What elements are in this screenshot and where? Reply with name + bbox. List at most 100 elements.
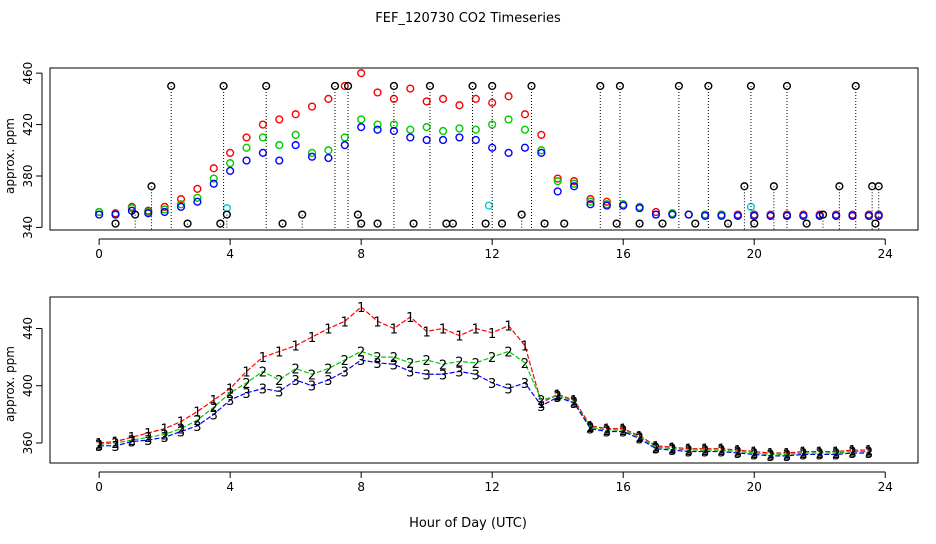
- series-2-point: [340, 133, 349, 142]
- series-2-point: [471, 125, 480, 134]
- series-2-marker: 2: [357, 345, 365, 360]
- series-2-marker: 2: [226, 387, 234, 402]
- series-2-marker: 2: [439, 358, 447, 373]
- series-1-marker: 1: [128, 431, 136, 446]
- series-3-point: [406, 133, 415, 142]
- series-1-point: [324, 94, 333, 103]
- series-3-point: [438, 135, 448, 145]
- series-5-point: [111, 219, 120, 228]
- bottom-y-axis-label: approx. ppm: [3, 346, 17, 422]
- series-3-marker: 3: [210, 408, 218, 423]
- series-5-point: [131, 210, 140, 219]
- series-5-point: [353, 210, 362, 219]
- series-1-point: [373, 88, 382, 97]
- series-5-point: [298, 210, 307, 219]
- series-1-marker: 1: [423, 325, 431, 340]
- series-2-point: [553, 177, 562, 186]
- series-3-marker: 3: [423, 368, 431, 383]
- series-5-point: [517, 210, 526, 219]
- series-3-marker: 3: [226, 394, 234, 409]
- series-3-marker: 3: [373, 357, 381, 372]
- x-axis-label: Hour of Day (UTC): [409, 516, 527, 531]
- series-3-point: [619, 201, 628, 210]
- series-2-marker: 2: [177, 423, 185, 438]
- series-5-point: [782, 81, 792, 91]
- series-3-point: [553, 187, 562, 196]
- series-1-marker: 1: [799, 446, 807, 461]
- series-2-point: [406, 125, 415, 134]
- series-5-point: [704, 81, 713, 91]
- series-5-point: [357, 219, 366, 228]
- series-5-point: [769, 182, 778, 191]
- series-5-point: [635, 219, 644, 228]
- series-1-point: [193, 184, 202, 193]
- series-2-point: [357, 115, 366, 124]
- bottom-x-tick-label: 24: [878, 480, 893, 494]
- series-3-point: [373, 125, 382, 134]
- series-3-marker: 3: [750, 448, 758, 463]
- bottom-x-tick-label: 8: [357, 480, 365, 494]
- series-2-marker: 2: [341, 354, 349, 369]
- series-2-point: [488, 120, 497, 129]
- series-1-point: [569, 177, 579, 186]
- series-3-point: [651, 210, 661, 219]
- series-3-point: [635, 204, 644, 213]
- top-x-tick-label: 12: [485, 247, 500, 261]
- series-2-point: [586, 197, 595, 206]
- series-1-marker: 1: [324, 322, 332, 337]
- series-3-point: [504, 148, 513, 157]
- series-3-point: [111, 210, 120, 219]
- series-2-marker: 2: [537, 394, 545, 409]
- series-3-marker: 3: [717, 446, 725, 461]
- panel-top: 0 4 8 12 16 20 24 340 380 420 460: [21, 62, 919, 261]
- series-2-marker: 2: [504, 345, 512, 360]
- series-3-marker: 3: [472, 368, 480, 383]
- series-1-point: [438, 94, 448, 103]
- series-5-point: [615, 81, 625, 91]
- series-1-point: [160, 202, 169, 211]
- series-1-marker: 1: [210, 394, 218, 409]
- series-1-point: [553, 174, 562, 183]
- top-y-tick-label: 460: [21, 62, 35, 85]
- series-1-point: [176, 195, 186, 204]
- series-3-marker: 3: [652, 443, 660, 458]
- series-3-point: [766, 211, 775, 220]
- series-2-marker: 2: [292, 363, 300, 378]
- series-2-point: [226, 159, 235, 168]
- series-3-point: [422, 135, 431, 145]
- series-2-point: [160, 205, 169, 214]
- series-3-point: [242, 156, 251, 165]
- series-3-marker: 3: [193, 420, 201, 435]
- series-3-point: [226, 166, 235, 175]
- series-1-point: [422, 97, 431, 106]
- series-5-point: [723, 219, 733, 228]
- series-1-point: [242, 133, 251, 142]
- series-3-point: [95, 210, 104, 219]
- series-3-marker: 3: [668, 444, 676, 459]
- series-5-point: [222, 210, 231, 219]
- series-1-point: [602, 197, 611, 206]
- series-1-marker: 1: [439, 322, 447, 337]
- series-1-marker: 1: [161, 423, 169, 438]
- series-3-point: [160, 207, 169, 217]
- series-2-point: [307, 148, 317, 157]
- series-2-point: [520, 125, 530, 134]
- series-3-marker: 3: [292, 374, 300, 389]
- series-2-marker: 2: [242, 377, 250, 392]
- series-3-point: [864, 211, 873, 220]
- series-1-marker: 1: [177, 416, 185, 431]
- series-2-point: [504, 115, 513, 124]
- top-x-tick-label: 24: [878, 247, 893, 261]
- bottom-x-tick-label: 16: [616, 480, 631, 494]
- top-x-tick-label: 20: [747, 247, 762, 261]
- series-2-point: [176, 200, 186, 209]
- series-5-point: [674, 81, 683, 91]
- series-3-point: [832, 211, 841, 220]
- series-1-point: [209, 164, 218, 173]
- series-1-point: [537, 130, 546, 139]
- series-1-point: [504, 92, 513, 101]
- series-5-point: [468, 81, 477, 91]
- series-1-point: [455, 101, 464, 110]
- series-2-point: [258, 133, 268, 142]
